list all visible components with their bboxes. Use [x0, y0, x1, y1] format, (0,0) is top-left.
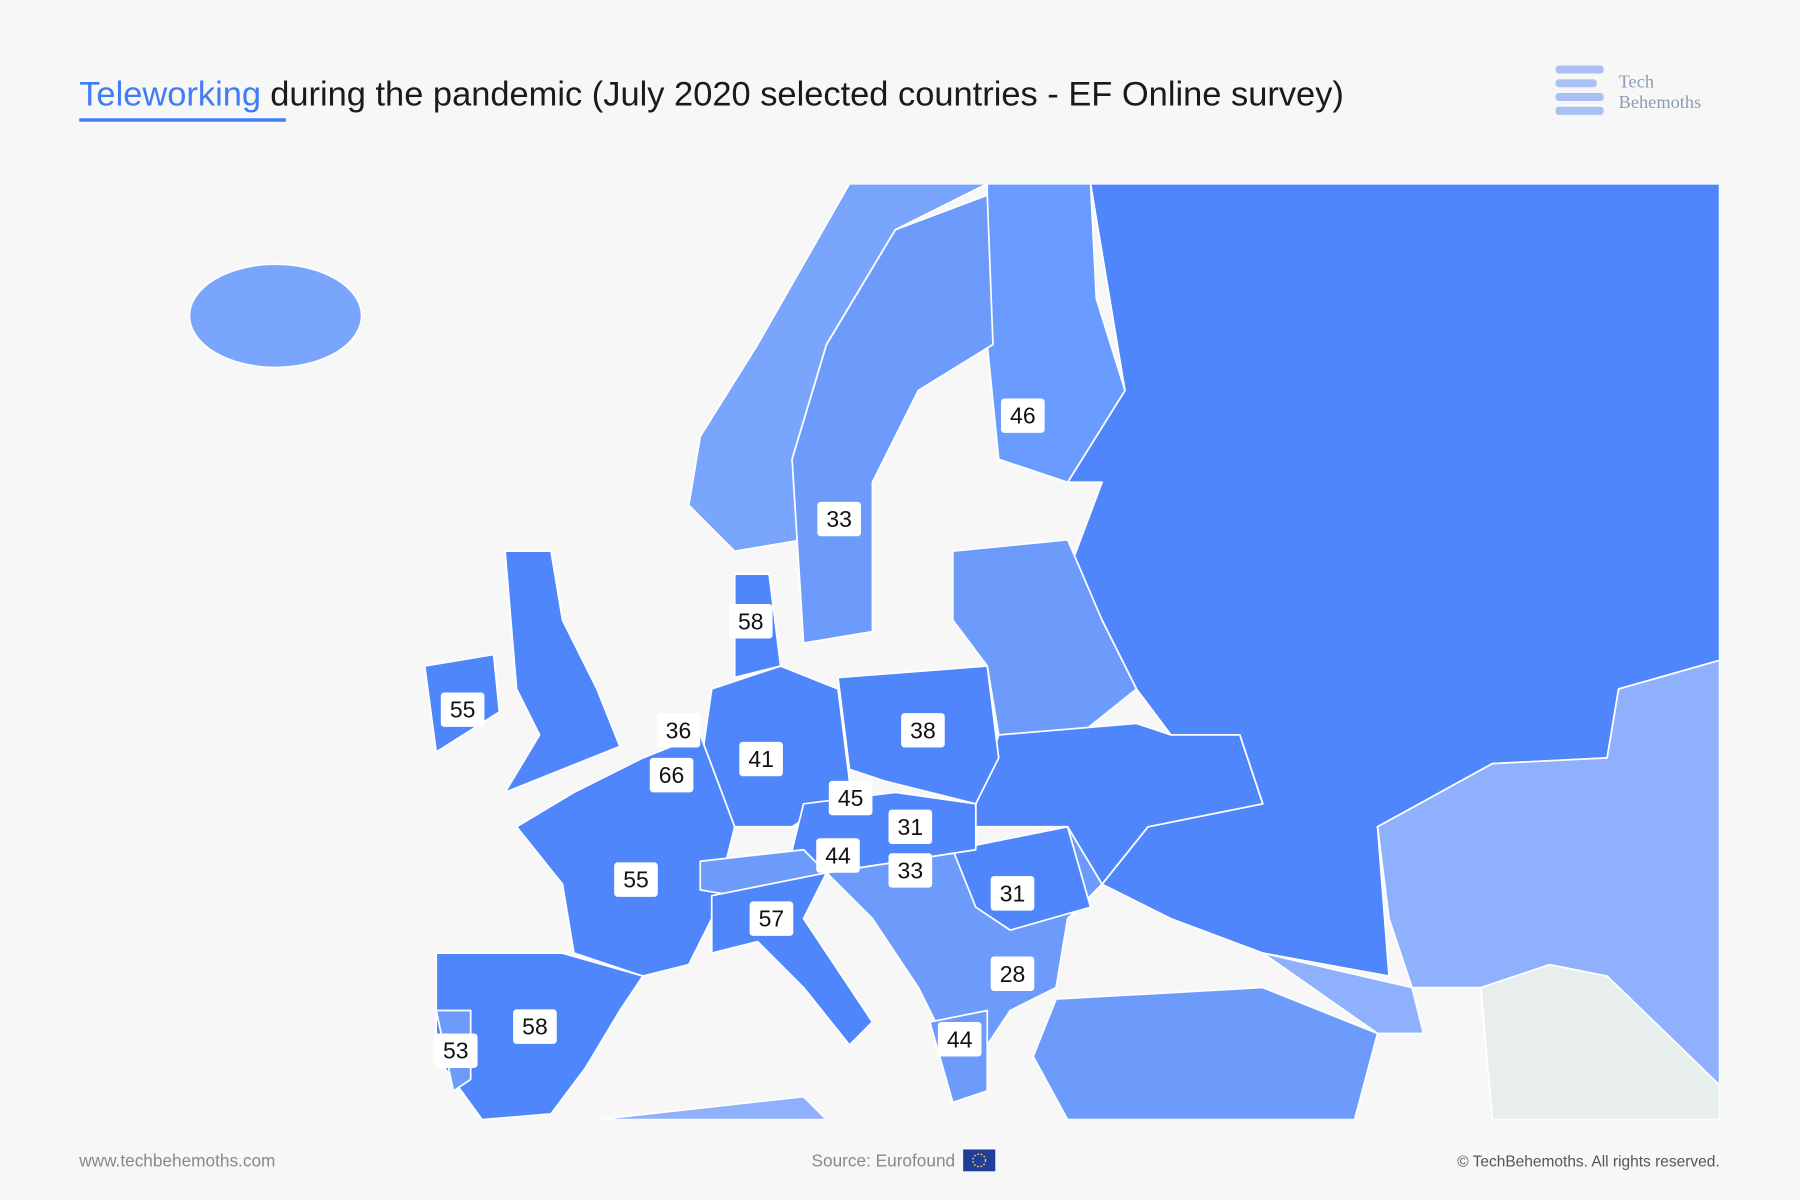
value-label: 38 — [910, 717, 936, 743]
value-label: 33 — [826, 506, 852, 532]
value-label-box — [990, 956, 1035, 992]
value-label: 46 — [1010, 403, 1036, 429]
value-label-box — [888, 809, 933, 845]
value-label: 28 — [1000, 961, 1026, 987]
title-highlight: Teleworking — [79, 76, 261, 114]
value-label: 31 — [1000, 880, 1026, 906]
country — [1480, 963, 1720, 1120]
value-label: 55 — [623, 867, 649, 893]
country — [1032, 986, 1379, 1120]
logo-bar — [1555, 106, 1604, 115]
country — [504, 550, 621, 794]
value-label-box — [1001, 398, 1045, 433]
value-label: 36 — [666, 717, 692, 743]
logo-bar — [1555, 93, 1604, 102]
value-label: 41 — [748, 746, 774, 772]
country — [596, 1095, 828, 1120]
value-label-box — [990, 876, 1035, 911]
value-label-box — [614, 862, 658, 897]
value-label-box — [816, 838, 860, 873]
value-label-box — [828, 780, 873, 816]
value-label: 58 — [522, 1014, 548, 1040]
title-underline — [79, 118, 286, 122]
value-label-box — [739, 741, 783, 777]
value-label: 31 — [898, 814, 924, 840]
logo: Tech Behemoths — [1555, 65, 1702, 115]
value-label-box — [513, 1009, 557, 1044]
value-label-box — [901, 713, 945, 748]
value-label: 33 — [898, 857, 924, 883]
value-label-box — [749, 901, 794, 936]
title: Teleworking during the pandemic (July 202… — [79, 76, 1344, 114]
footer-website: www.techbehemoths.com — [78, 1151, 275, 1171]
logo-bar — [1555, 65, 1604, 74]
value-label-box — [440, 692, 485, 727]
value-label: 44 — [947, 1026, 973, 1052]
logo-bar — [1555, 79, 1597, 88]
value-label: 57 — [759, 906, 785, 932]
map — [188, 183, 1720, 1120]
logo-text: Behemoths — [1619, 92, 1702, 112]
eu-stars — [972, 1153, 987, 1168]
value-label: 58 — [738, 608, 764, 634]
value-label-box — [817, 501, 861, 537]
country — [188, 263, 363, 369]
value-label-box — [728, 604, 773, 639]
logo-text: Tech — [1619, 71, 1654, 91]
value-label-box — [937, 1022, 982, 1057]
value-label-box — [888, 853, 933, 888]
value-label: 53 — [443, 1038, 469, 1064]
value-label: 66 — [659, 762, 685, 788]
value-label-box — [649, 757, 694, 793]
value-label: 44 — [825, 843, 851, 869]
eu-flag — [963, 1149, 996, 1172]
value-label: 45 — [838, 785, 864, 811]
footer-copyright: © TechBehemoths. All rights reserved. — [1457, 1154, 1719, 1171]
country — [1261, 952, 1425, 1035]
value-label: 55 — [450, 697, 476, 723]
value-label-box — [433, 1033, 478, 1068]
map-labels: 46 33 58 55 36 41 38 66 45 31 44 33 31 55 57 28 58 53 44 — [433, 398, 1045, 1068]
footer-source: Source: Eurofound — [812, 1151, 956, 1171]
value-label-box — [656, 713, 701, 748]
title-rest: during the pandemic (July 2020 selected … — [270, 76, 1344, 114]
